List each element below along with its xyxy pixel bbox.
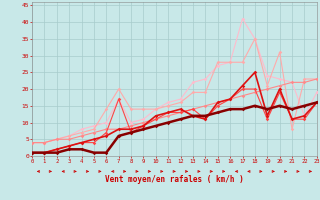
X-axis label: Vent moyen/en rafales ( km/h ): Vent moyen/en rafales ( km/h ) (105, 175, 244, 184)
